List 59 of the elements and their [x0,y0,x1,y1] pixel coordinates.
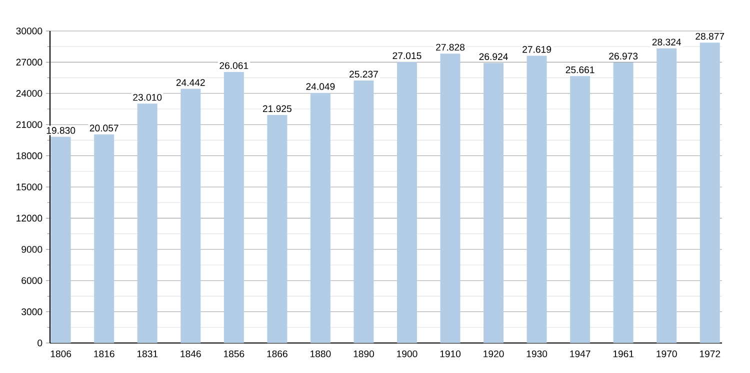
bar [50,136,71,343]
x-tick-label: 1920 [484,350,504,358]
bar [484,62,504,343]
data-label: 28.324 [652,38,682,46]
data-label: 24.442 [176,79,205,86]
bar [267,114,288,343]
data-label: 24.049 [306,83,335,90]
x-tick-label: 1900 [397,350,418,358]
bar [526,56,547,343]
y-tick-label: 6000 [22,277,42,284]
data-label: 28.877 [696,32,724,40]
x-tick-label: 1930 [526,350,548,358]
y-tick-label: 24000 [16,90,42,97]
bar [94,134,114,343]
x-tick-label: 1961 [613,350,634,358]
data-label: 26.924 [479,53,508,60]
bar [137,104,158,343]
data-label: 25.237 [350,70,378,78]
x-tick-label: 1947 [570,350,590,358]
x-tick-label: 1910 [440,350,461,358]
x-tick-label: 1806 [50,350,72,358]
bar [613,62,634,343]
x-tick-label: 1856 [224,350,244,358]
data-label: 27.828 [436,44,465,51]
x-tick-label: 1972 [700,350,720,358]
data-label: 25.661 [566,66,594,74]
data-label: 27.015 [392,52,422,60]
x-tick-label: 1890 [354,350,374,358]
bar [396,62,417,343]
bar [570,76,590,343]
data-label: 20.057 [90,124,118,132]
bar [440,54,460,343]
data-label: 23.010 [133,94,162,101]
bar [656,48,677,343]
y-tick-label: 9000 [22,246,42,253]
x-tick-label: 1846 [180,350,201,358]
data-label: 26.061 [220,62,248,70]
y-tick-label: 21000 [16,121,42,128]
y-tick-label: 3000 [22,308,42,316]
x-tick-label: 1880 [310,350,331,358]
y-tick-label: 27000 [16,58,42,66]
data-label: 19.830 [46,127,76,134]
bar [354,80,374,343]
y-tick-label: 18000 [16,152,42,160]
x-tick-label: 1866 [267,350,288,358]
y-tick-label: 30000 [16,28,42,34]
y-tick-label: 12000 [16,214,42,222]
x-tick-label: 1970 [656,350,677,358]
bar [180,88,201,343]
x-tick-label: 1816 [94,350,114,358]
data-label: 27.619 [522,46,552,53]
bar [224,72,244,343]
data-label: 26.973 [609,52,638,60]
y-tick-label: 15000 [16,184,42,190]
bar [700,42,720,343]
data-label: 21.925 [262,105,292,112]
bar [310,92,330,343]
x-tick-label: 1831 [137,350,158,358]
y-tick-label: 0 [38,340,42,346]
